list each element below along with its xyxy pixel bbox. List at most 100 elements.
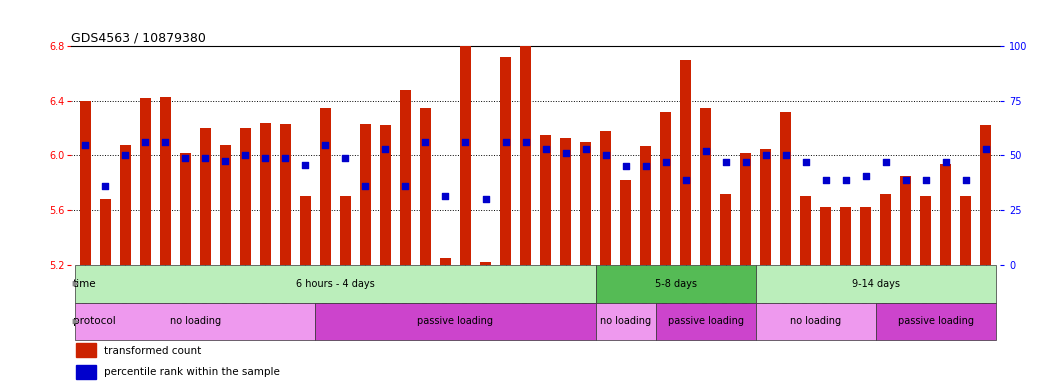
Point (697, 148, 714, 154)
Point (277, 155, 294, 161)
Bar (460, 46, 471, 265)
Bar (200, 128, 210, 265)
Point (417, 139, 433, 145)
Bar (315, 303, 596, 340)
Bar (420, 108, 431, 265)
Text: passive loading: passive loading (898, 316, 974, 326)
Bar (75, 265, 596, 303)
Bar (600, 131, 611, 265)
Point (958, 177, 975, 183)
Bar (920, 197, 932, 265)
Bar (580, 142, 592, 265)
Bar (340, 197, 351, 265)
Bar (80, 101, 91, 265)
Point (117, 152, 134, 159)
Bar (596, 265, 756, 303)
Point (337, 155, 354, 161)
Bar (740, 153, 751, 265)
Point (618, 163, 634, 169)
Bar (980, 125, 992, 265)
Point (577, 146, 594, 152)
Point (137, 139, 154, 145)
Point (897, 177, 914, 183)
Bar (700, 108, 711, 265)
Bar (681, 60, 691, 265)
Bar (780, 112, 792, 265)
Point (357, 182, 374, 189)
Text: protocol: protocol (73, 316, 115, 326)
Point (96, 182, 113, 189)
Text: 9-14 days: 9-14 days (852, 279, 899, 289)
Bar (861, 207, 871, 265)
Point (818, 177, 834, 183)
Bar (75, 343, 96, 357)
Bar (240, 128, 251, 265)
Text: no loading: no loading (790, 316, 842, 326)
Bar (756, 303, 875, 340)
Bar (756, 265, 996, 303)
Bar (360, 124, 371, 265)
Bar (640, 146, 651, 265)
Bar (900, 176, 911, 265)
Bar (400, 90, 411, 265)
Bar (99, 199, 111, 265)
Point (458, 139, 474, 145)
Point (877, 159, 894, 166)
Text: 6 hours - 4 days: 6 hours - 4 days (296, 279, 375, 289)
Text: percentile rank within the sample: percentile rank within the sample (104, 367, 280, 377)
Text: 5-8 days: 5-8 days (654, 279, 696, 289)
Point (497, 139, 514, 145)
Point (737, 159, 754, 166)
Bar (220, 144, 230, 265)
Bar (180, 153, 191, 265)
Point (377, 146, 394, 152)
Bar (800, 197, 811, 265)
Point (237, 152, 253, 159)
Point (157, 139, 174, 145)
Bar (280, 124, 291, 265)
Bar (660, 112, 671, 265)
Point (197, 155, 214, 161)
Bar (440, 258, 451, 265)
Point (557, 150, 574, 156)
Point (798, 159, 815, 166)
Point (317, 141, 334, 147)
Point (597, 152, 614, 159)
Point (477, 196, 494, 202)
Bar (820, 207, 831, 265)
Bar (940, 164, 952, 265)
Point (397, 182, 414, 189)
Bar (655, 303, 756, 340)
Bar (875, 303, 996, 340)
Bar (320, 108, 331, 265)
Bar (119, 144, 131, 265)
Point (677, 177, 694, 183)
Point (257, 155, 273, 161)
Bar (841, 207, 851, 265)
Bar (299, 197, 311, 265)
Bar (75, 365, 96, 379)
Text: GDS4563 / 10879380: GDS4563 / 10879380 (71, 32, 206, 45)
Bar (500, 57, 511, 265)
Bar (480, 262, 491, 265)
Point (777, 152, 794, 159)
Bar (139, 98, 151, 265)
Text: time: time (73, 279, 96, 289)
Point (177, 155, 194, 161)
Point (517, 139, 534, 145)
Bar (960, 197, 972, 265)
Point (757, 152, 774, 159)
Point (76, 141, 93, 147)
Point (638, 163, 654, 169)
Point (937, 159, 954, 166)
Point (838, 177, 854, 183)
Text: passive loading: passive loading (418, 316, 493, 326)
Point (658, 159, 674, 166)
Bar (620, 180, 631, 265)
Point (437, 194, 453, 200)
Point (857, 173, 874, 179)
Bar (560, 138, 571, 265)
Text: passive loading: passive loading (668, 316, 743, 326)
Point (217, 158, 233, 164)
Bar (380, 125, 391, 265)
